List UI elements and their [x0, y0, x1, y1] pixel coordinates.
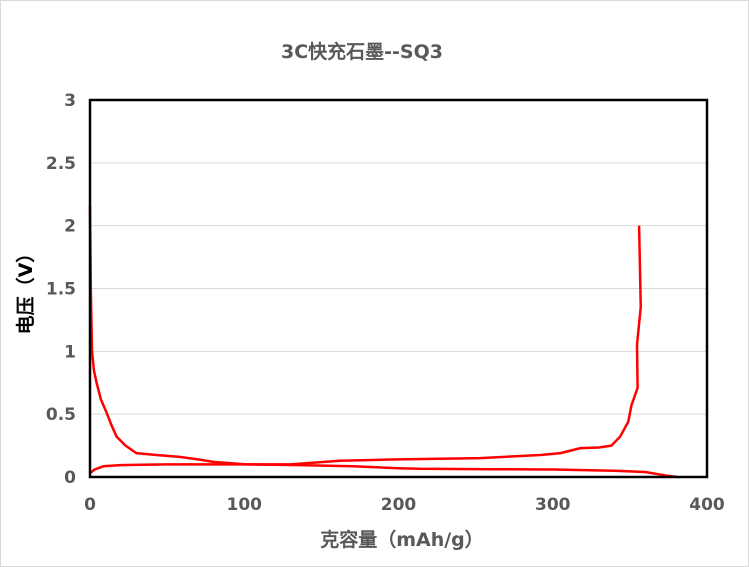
x-tick-label: 100	[227, 495, 263, 515]
x-tick-label: 300	[535, 495, 571, 515]
y-tick-label: 0	[64, 468, 76, 488]
plot-area-border	[88, 98, 709, 479]
series-line-1	[88, 205, 678, 479]
chart-title: 3C快充石墨--SQ3	[281, 40, 443, 63]
y-tick-label: 0.5	[46, 405, 76, 425]
y-axis-label: 电压（V）	[14, 244, 37, 335]
y-tick-label: 1.5	[46, 280, 76, 300]
x-tick-label: 400	[689, 495, 725, 515]
series-line-2	[89, 225, 642, 475]
y-tick-label: 2	[64, 217, 76, 237]
y-tick-label: 2.5	[46, 154, 76, 174]
y-tick-label: 3	[64, 91, 76, 111]
y-tick-label: 1	[64, 342, 76, 362]
x-tick-label: 200	[381, 495, 417, 515]
x-tick-label: 0	[84, 495, 96, 515]
x-axis-label: 克容量（mAh/g）	[320, 528, 484, 551]
